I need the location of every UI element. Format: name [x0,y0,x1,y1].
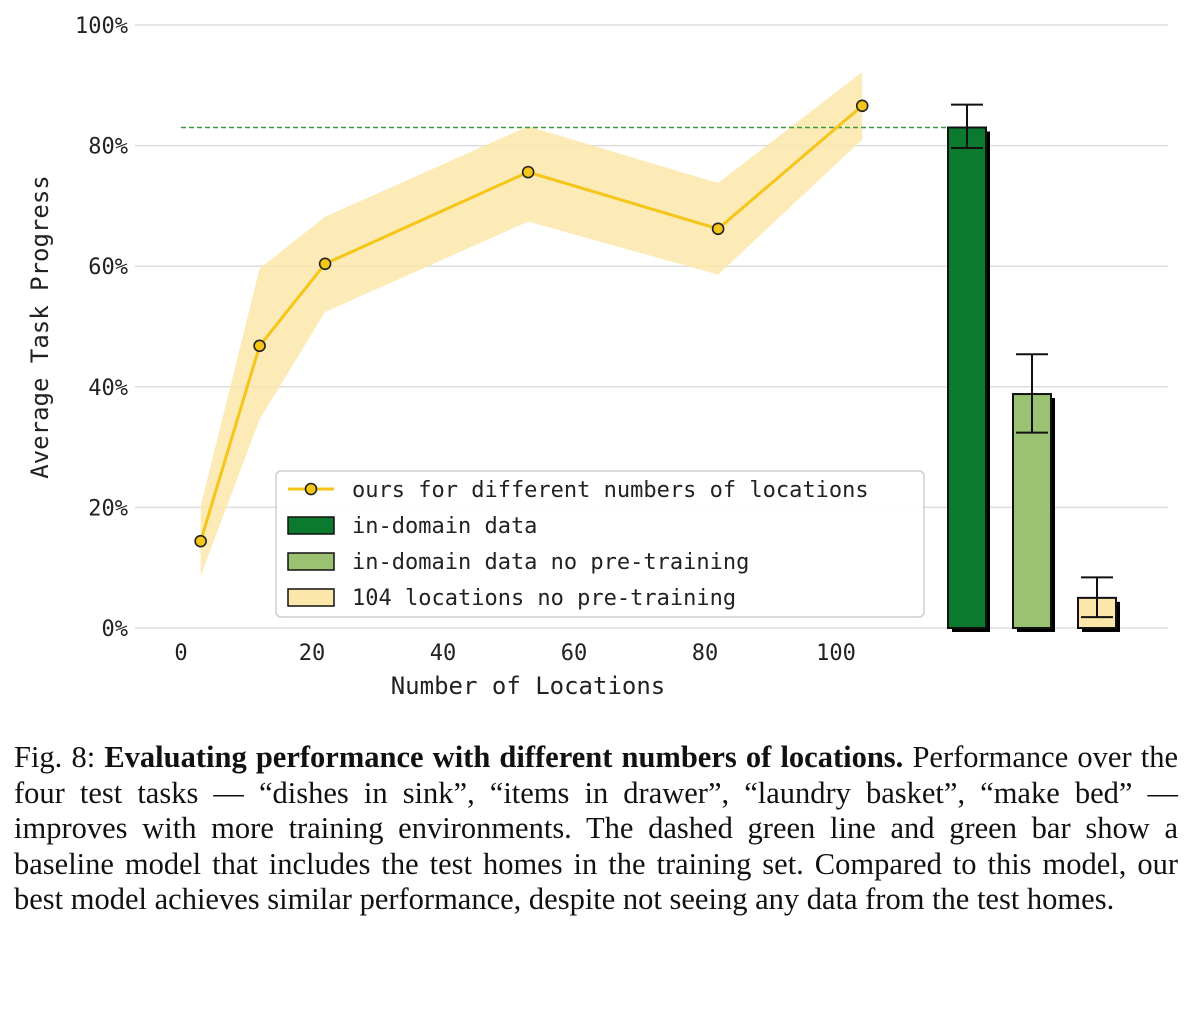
legend-bar-swatch [287,552,335,571]
x-tick-label: 60 [561,641,588,666]
x-tick-label: 80 [692,641,719,666]
confidence-band-layer [200,72,863,577]
legend-label: in-domain data [352,514,537,539]
confidence-band [200,72,863,577]
y-tick-label: 80% [88,135,128,160]
legend-bar-swatch [287,516,335,535]
x-tick-label: 0 [174,641,187,666]
data-point [521,165,535,179]
legend-label: ours for different numbers of locations [352,478,869,503]
bar-layer [947,103,1120,632]
data-point [253,339,266,353]
legend-label: in-domain data no pre-training [352,550,749,575]
x-tick-label: 20 [299,641,326,666]
data-point [711,222,725,236]
legend-bar-swatch [287,588,335,607]
x-axis-label: Number of Locations [391,672,666,700]
series-line [199,104,864,542]
legend-box [275,470,925,618]
data-point [194,534,207,548]
y-tick-label: 40% [88,376,128,401]
bar [947,126,987,629]
data-point [855,99,869,113]
figure-caption: Fig. 8: Evaluating performance with diff… [14,740,1178,918]
y-tick-label: 20% [88,496,128,521]
series-line-layer [194,99,869,548]
x-tick-label: 40 [430,641,457,666]
tick-label-layer: 0% 20% 40% 60% 80% 100% 0 20 40 60 80 100 [75,14,856,666]
caption-prefix: Fig. 8: [14,740,105,774]
legend: ours for different numbers of locations i… [275,470,925,618]
caption-title: Evaluating performance with different nu… [104,740,904,774]
y-axis-label: Average Task Progress [26,175,54,478]
legend-label: 104 locations no pre-training [352,586,736,611]
chart: 0% 20% 40% 60% 80% 100% 0 20 40 60 80 100 Number of… [26,14,1168,700]
x-tick-label: 100 [816,641,856,666]
caption-body: Performance over the four test tasks — “… [14,740,1179,916]
y-tick-label: 60% [88,255,128,280]
y-tick-label: 0% [102,617,129,642]
legend-marker-swatch [304,482,318,496]
y-tick-label: 100% [75,14,128,39]
data-point [318,257,332,271]
